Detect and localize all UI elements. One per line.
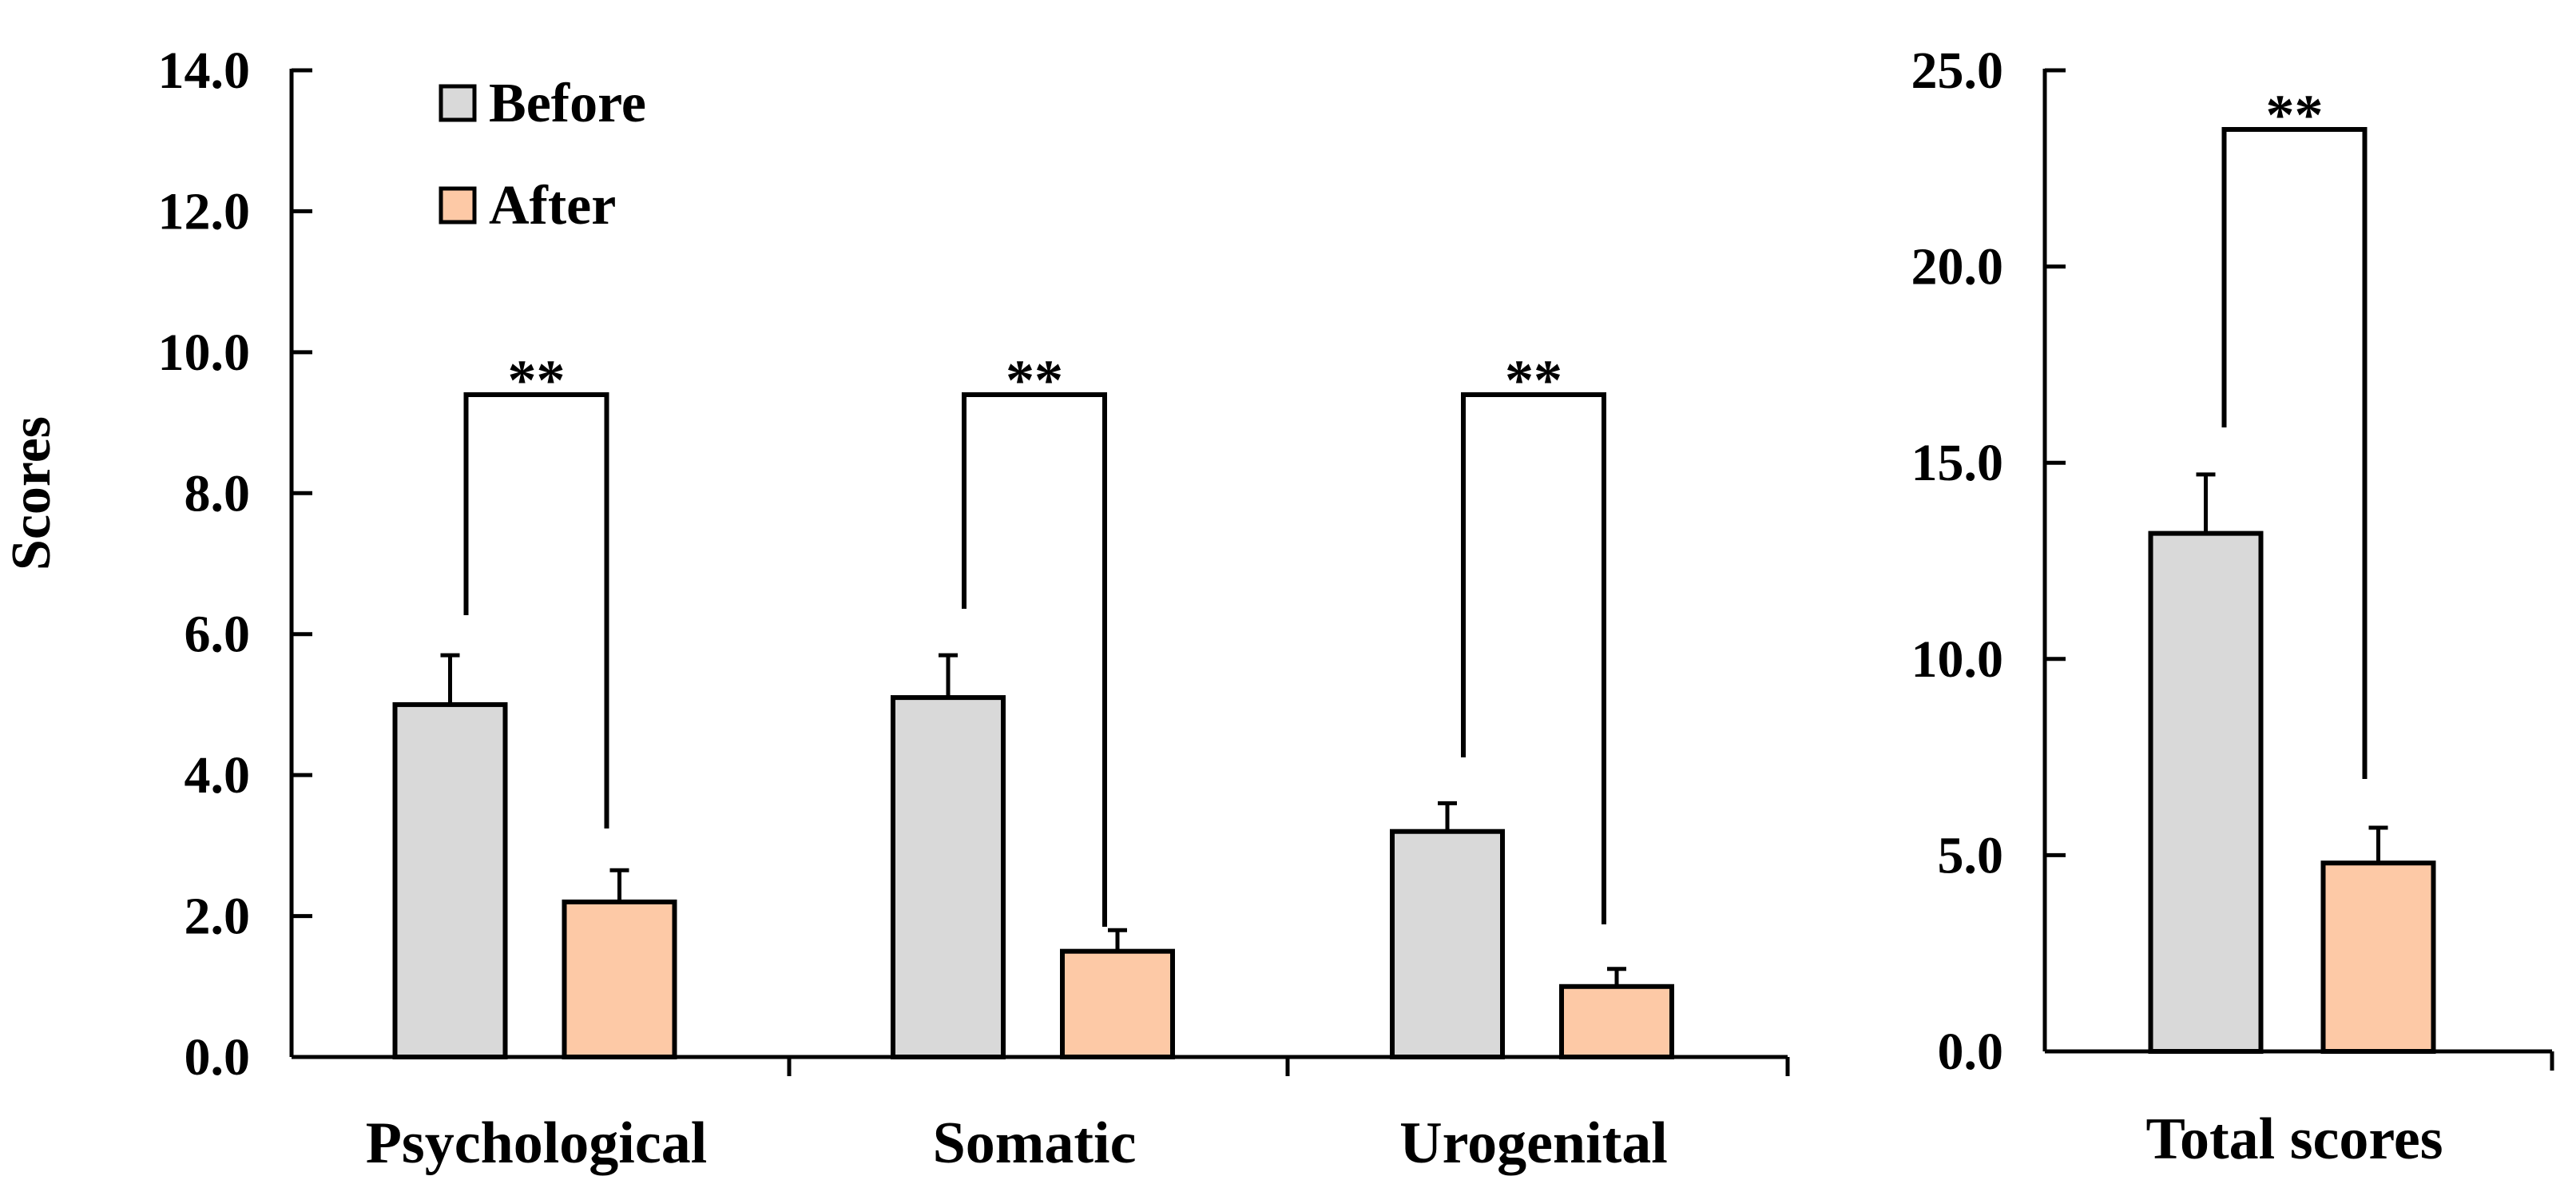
panel2-y-tick-label: 20.0 bbox=[1911, 238, 2004, 296]
panel1-significance-label: ** bbox=[1505, 348, 1562, 412]
panel2-bar-after bbox=[2320, 860, 2436, 1054]
legend-label-before: Before bbox=[489, 73, 646, 134]
panel2-significance-bracket bbox=[2221, 127, 2368, 779]
panel1-y-tick-label: 8.0 bbox=[185, 464, 251, 523]
panel2-y-tick-label: 15.0 bbox=[1911, 434, 2004, 492]
panel1-bar-before bbox=[1390, 828, 1505, 1059]
panel1-y-tick-label: 14.0 bbox=[158, 42, 251, 100]
panel1-bar-after bbox=[1060, 948, 1175, 1060]
panel1-y-tick-label: 4.0 bbox=[185, 746, 251, 805]
panel1-y-axis-title: Scores bbox=[1, 416, 62, 570]
panel1-y-tick-label: 10.0 bbox=[158, 324, 251, 382]
panel1-y-tick-label: 6.0 bbox=[185, 606, 251, 664]
panel1-bar-before bbox=[891, 695, 1006, 1059]
panel1-significance-bracket bbox=[463, 392, 609, 828]
panel2-category-label: Total scores bbox=[2145, 1107, 2443, 1172]
panel1-significance-bracket bbox=[962, 392, 1107, 927]
panel1-y-tick-label: 0.0 bbox=[185, 1028, 251, 1087]
panel2-y-tick-label: 0.0 bbox=[1938, 1023, 2004, 1081]
panel1-bar-before bbox=[392, 701, 508, 1060]
panel2-significance-label: ** bbox=[2266, 83, 2324, 147]
panel2-y-tick-label: 25.0 bbox=[1911, 42, 2004, 100]
panel1-category-label: Psychological bbox=[366, 1111, 708, 1176]
panel1-significance-bracket bbox=[1461, 392, 1606, 924]
panel1-bar-after bbox=[1559, 983, 1674, 1060]
panel1-significance-label: ** bbox=[1006, 348, 1063, 412]
panel1-category-label: Urogenital bbox=[1399, 1111, 1668, 1176]
panel1-bar-after bbox=[562, 899, 677, 1060]
panel1-category-label: Somatic bbox=[933, 1111, 1137, 1176]
panel1-significance-label: ** bbox=[508, 348, 566, 412]
panel2-y-tick-label: 5.0 bbox=[1938, 826, 2004, 884]
panel2-y-tick-label: 10.0 bbox=[1911, 630, 2004, 689]
legend-label-after: After bbox=[489, 175, 616, 236]
panel1-y-tick-label: 2.0 bbox=[185, 888, 251, 946]
legend-swatch-before bbox=[439, 84, 477, 122]
legend-swatch-after bbox=[439, 186, 477, 224]
panel2-bar-before bbox=[2148, 530, 2264, 1054]
panel1-y-tick-label: 12.0 bbox=[158, 182, 251, 240]
